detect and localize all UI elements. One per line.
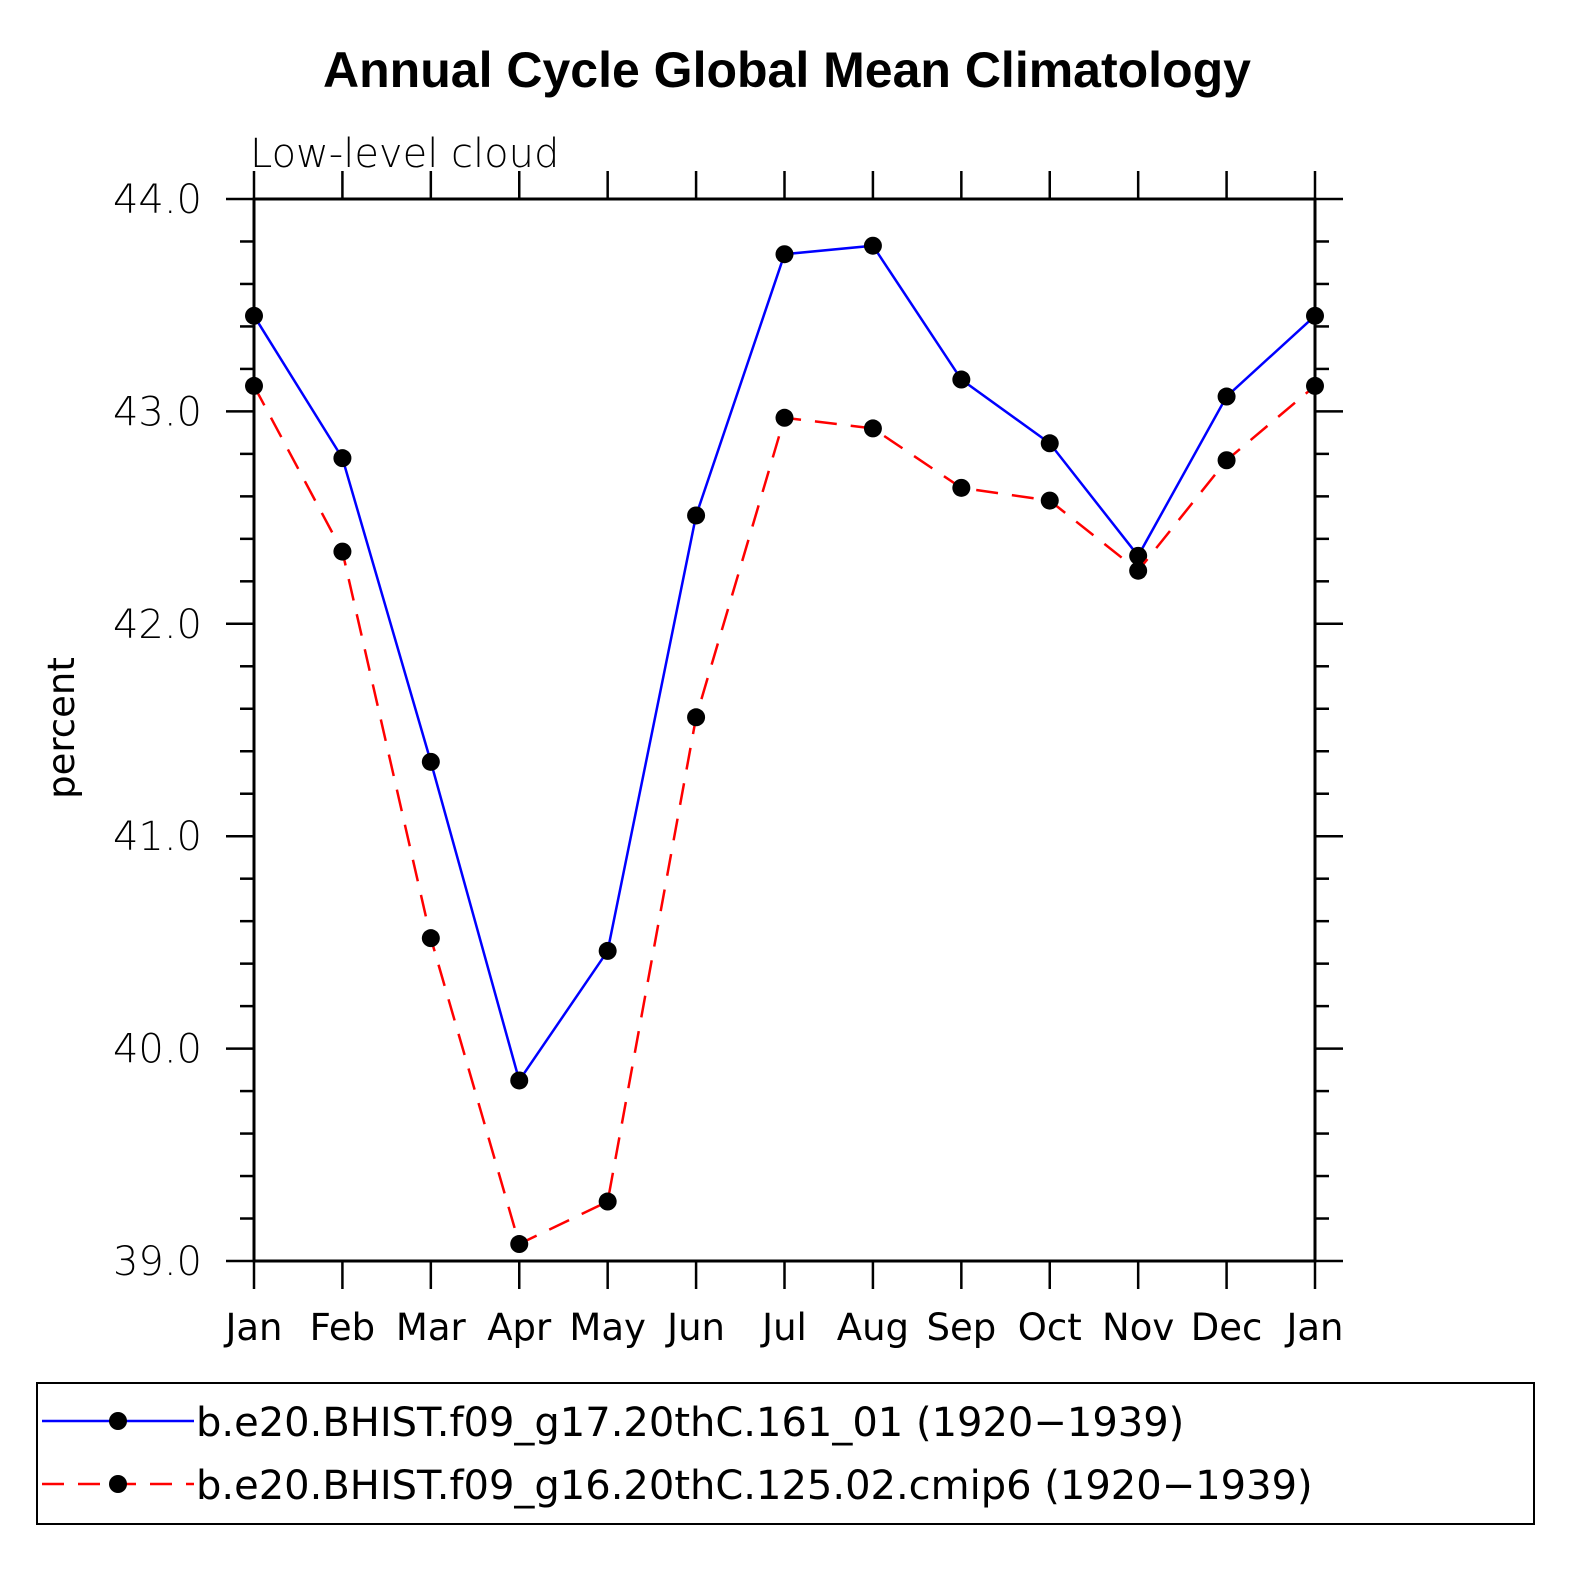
legend-label: b.e20.BHIST.f09_g17.20thC.161_01 (1920−1… <box>196 1400 1184 1446</box>
series-layer <box>245 236 1324 1254</box>
legend-item: b.e20.BHIST.f09_g16.20thC.125.02.cmip6 (… <box>42 1463 1313 1509</box>
data-point <box>510 1071 529 1090</box>
data-point <box>421 929 440 948</box>
y-tick-label: 40.0 <box>113 1027 202 1073</box>
data-point <box>687 708 706 727</box>
data-point <box>863 419 882 438</box>
series-line <box>252 384 1316 1246</box>
legend-swatch-marker <box>109 1475 127 1493</box>
chart-subtitle: Low-level cloud <box>250 131 559 177</box>
y-tick-label: 44.0 <box>113 177 202 223</box>
data-point <box>333 542 352 561</box>
legend-swatch-marker <box>109 1412 127 1430</box>
series-2 <box>245 376 1324 1254</box>
legend-box <box>36 1382 1535 1525</box>
data-point <box>510 1235 529 1254</box>
x-tick-label: Jan <box>1284 1306 1343 1349</box>
legend-item: b.e20.BHIST.f09_g17.20thC.161_01 (1920−1… <box>42 1400 1184 1446</box>
x-tick-label: Nov <box>1102 1306 1174 1349</box>
data-point <box>1129 561 1148 580</box>
axes: 39.0 40.0 41.0 42.0 43.0 44.0 Jan Feb Mar Apr May J… <box>113 171 1344 1349</box>
data-point <box>687 506 706 525</box>
plot-frame <box>252 197 1317 1263</box>
x-tick-label: Oct <box>1018 1306 1082 1349</box>
data-point <box>952 478 971 497</box>
data-point <box>245 306 263 325</box>
data-point <box>952 370 971 389</box>
chart-title: Annual Cycle Global Mean Climatology <box>323 42 1251 98</box>
data-point <box>775 245 794 264</box>
y-tick-label: 39.0 <box>113 1239 202 1285</box>
x-tick-label: Aug <box>837 1306 909 1349</box>
y-axis-label: percent <box>40 657 83 799</box>
data-point <box>1306 306 1324 325</box>
data-point <box>1217 387 1236 406</box>
y-tick-label: 43.0 <box>113 389 202 435</box>
legend-label: b.e20.BHIST.f09_g16.20thC.125.02.cmip6 (… <box>196 1463 1313 1509</box>
series-1 <box>245 236 1324 1090</box>
x-tick-label: May <box>569 1306 646 1349</box>
x-tick-label: Feb <box>310 1306 376 1349</box>
data-point <box>598 941 617 960</box>
x-tick-label: Mar <box>396 1306 467 1349</box>
y-tick-label: 41.0 <box>113 814 202 860</box>
data-point <box>598 1192 617 1211</box>
x-tick-label: Apr <box>487 1306 552 1349</box>
data-point <box>1129 546 1148 565</box>
x-tick-label: Sep <box>926 1306 996 1349</box>
x-tick-label: Jan <box>223 1306 282 1349</box>
x-tick-label: Jul <box>760 1306 807 1349</box>
data-point <box>1306 376 1324 395</box>
data-point <box>1217 451 1236 470</box>
series-line <box>252 244 1316 1084</box>
data-point <box>863 236 882 255</box>
x-tick-label: Jun <box>665 1306 725 1349</box>
data-point <box>775 408 794 427</box>
y-tick-label: 42.0 <box>113 602 202 648</box>
data-point <box>245 376 263 395</box>
x-tick-label: Dec <box>1191 1306 1263 1349</box>
data-point <box>1040 491 1059 510</box>
data-point <box>1040 434 1059 453</box>
data-point <box>333 449 352 468</box>
data-point <box>421 752 440 771</box>
legend: b.e20.BHIST.f09_g17.20thC.161_01 (1920−1… <box>36 1382 1535 1525</box>
